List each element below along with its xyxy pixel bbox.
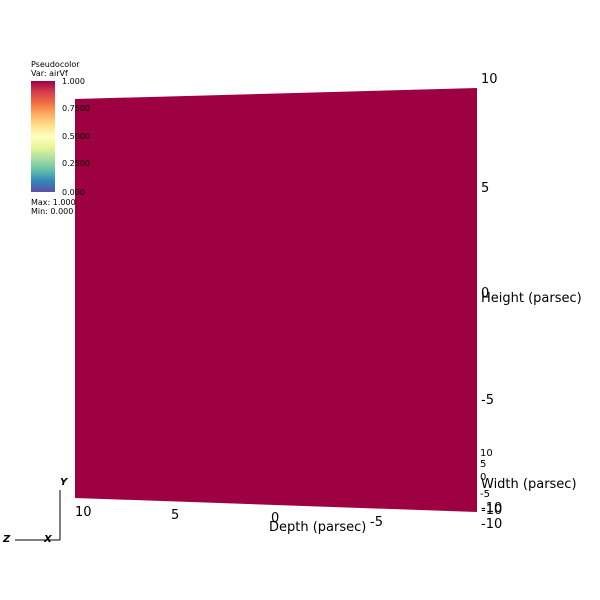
depth-tick-label: -10 [481, 517, 502, 532]
legend-color-bar [31, 81, 55, 192]
legend-tick-label: 0.5000 [62, 132, 90, 141]
depth-tick-label: -5 [370, 515, 383, 530]
legend-tick-label: 0.2500 [62, 159, 90, 168]
width-axis: 10 5 0 -5 -10 Width (parsec) [480, 448, 577, 518]
height-tick-label: 0 [481, 286, 489, 301]
legend-max: Max: 1.000 [31, 198, 76, 207]
depth-axis-label: Depth (parsec) [269, 520, 366, 535]
depth-axis: 10 5 0 -5 -10 Depth (parsec) [75, 505, 502, 535]
legend-tick-label: 0.7500 [62, 104, 90, 113]
width-tick-label: 0 [480, 472, 486, 483]
legend-min: Min: 0.000 [31, 207, 73, 216]
depth-tick-label: 5 [171, 508, 179, 523]
depth-tick-label: 10 [75, 505, 92, 520]
legend-variable: Var: airVf [31, 69, 68, 78]
width-tick-label: 10 [480, 448, 493, 459]
height-tick-label: -10 [481, 501, 502, 516]
width-axis-label: Width (parsec) [481, 477, 577, 492]
triad-z-label: Z [2, 534, 11, 545]
height-axis: 10 5 0 -5 -10 Height (parsec) [481, 72, 582, 516]
depth-tick-label: 0 [271, 511, 279, 526]
width-tick-label: 5 [480, 459, 486, 470]
legend-tick-label: 0.000 [62, 188, 85, 197]
width-tick-label: -10 [481, 503, 502, 518]
height-tick-label: 10 [481, 72, 498, 87]
height-tick-label: 5 [481, 181, 489, 196]
legend-tick-label: 1.000 [62, 77, 85, 86]
height-tick-label: -5 [481, 393, 494, 408]
orientation-triad: Y Z X [2, 477, 69, 545]
pseudocolor-legend: Pseudocolor Var: airVf 1.000 0.7500 0.50… [31, 60, 90, 216]
legend-title: Pseudocolor [31, 60, 80, 69]
triad-y-label: Y [60, 477, 69, 488]
triad-x-label: X [43, 534, 53, 545]
width-tick-label: -5 [480, 489, 490, 500]
pseudocolor-surface [75, 88, 477, 512]
height-axis-label: Height (parsec) [481, 291, 582, 306]
